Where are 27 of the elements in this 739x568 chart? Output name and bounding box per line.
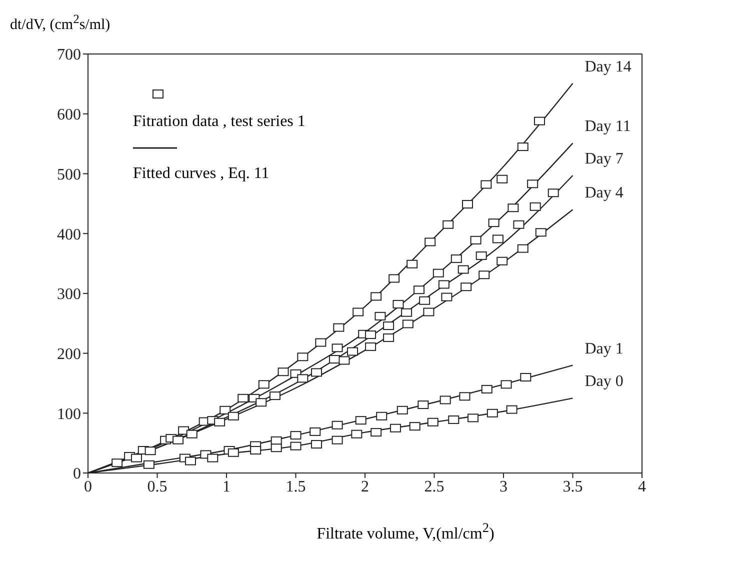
y-tick-label: 700	[57, 46, 81, 64]
y-tick-label: 300	[57, 286, 81, 304]
x-tick-label: 1.5	[286, 478, 306, 496]
x-tick-label: 4	[638, 478, 646, 496]
x-tick-label: 0.5	[147, 478, 168, 496]
series-label: Day 0	[584, 373, 624, 390]
y-tick-label: 500	[57, 166, 81, 184]
x-tick-label: 2.5	[424, 478, 444, 496]
annotation: Fitted curves , Eq. 11	[133, 164, 270, 184]
x-tick-label: 3.5	[562, 478, 583, 496]
series-label: Day 4	[584, 184, 624, 202]
y-axis-title: dt/dV, (cm$^{2}$s/ml)	[10, 12, 110, 34]
series-label: Day 1	[584, 340, 624, 358]
y-tick-label: 0	[73, 466, 81, 483]
x-tick-label: 0	[84, 478, 92, 496]
y-tick-label: 400	[57, 226, 81, 244]
series-label: Day 14	[584, 58, 632, 76]
y-tick-label: 100	[57, 406, 81, 423]
y-tick-label: 600	[57, 106, 81, 124]
series-label: Day 7	[584, 150, 624, 168]
legend-label: Fitration data , test series 1	[133, 112, 306, 132]
y-tick-label: 200	[57, 346, 81, 363]
series-label: Day 11	[584, 118, 631, 136]
x-tick-label: 2	[361, 478, 369, 496]
x-tick-label: 3	[500, 478, 508, 496]
x-tick-label: 1	[222, 478, 230, 496]
x-axis-title: Filtrate volume, V,(ml/cm$^{2}$)	[316, 520, 496, 544]
